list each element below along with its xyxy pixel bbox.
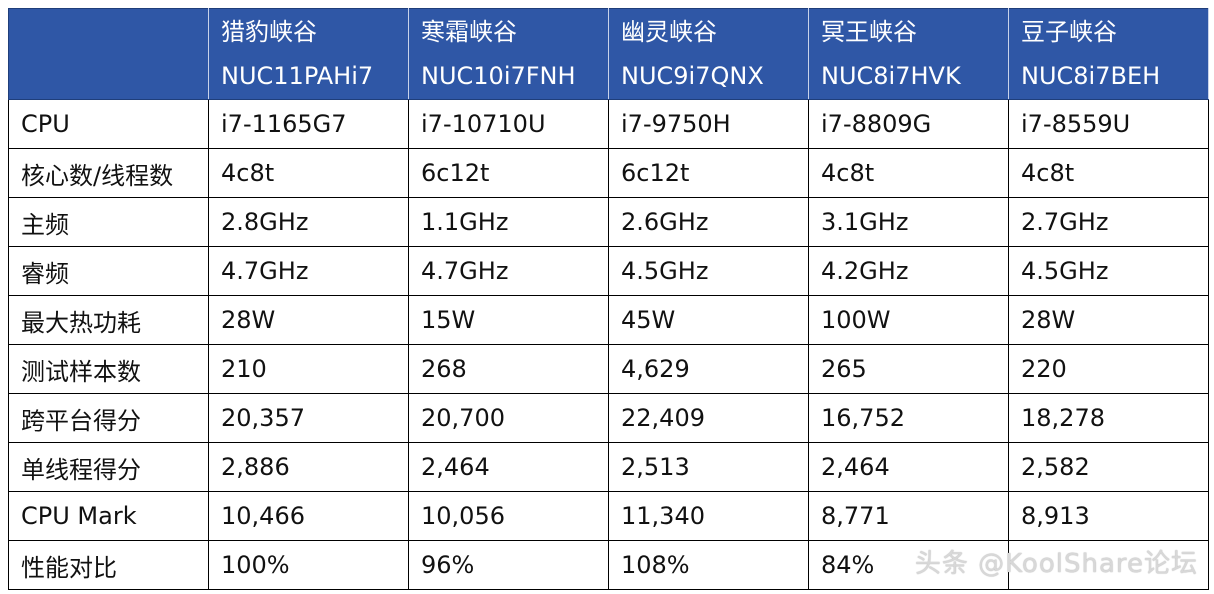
table-row: CPU i7-1165G7 i7-10710U i7-9750H i7-8809… <box>8 99 1209 149</box>
table-cell: 220 <box>1008 344 1209 394</box>
header-corner-cell <box>8 8 209 100</box>
table-cell: 1.1GHz <box>408 197 609 247</box>
column-header: 幽灵峡谷 NUC9i7QNX <box>608 8 809 100</box>
table-cell: 3.1GHz <box>808 197 1009 247</box>
table-cell: 8,771 <box>808 491 1009 541</box>
table-cell: 2,886 <box>208 442 409 492</box>
table-cell: 4.2GHz <box>808 246 1009 296</box>
row-label: 主频 <box>8 197 209 247</box>
table-row: 主频 2.8GHz 1.1GHz 2.6GHz 3.1GHz 2.7GHz <box>8 197 1209 247</box>
table-row: 睿频 4.7GHz 4.7GHz 4.5GHz 4.2GHz 4.5GHz <box>8 246 1209 296</box>
table-cell: 20,700 <box>408 393 609 443</box>
table-cell: 18,278 <box>1008 393 1209 443</box>
table-cell: 268 <box>408 344 609 394</box>
table-cell: i7-9750H <box>608 99 809 149</box>
table-body: CPU i7-1165G7 i7-10710U i7-9750H i7-8809… <box>8 99 1209 590</box>
table-cell: 2,513 <box>608 442 809 492</box>
table-cell: 4.5GHz <box>1008 246 1209 296</box>
table-row: 单线程得分 2,886 2,464 2,513 2,464 2,582 <box>8 442 1209 492</box>
table-cell: 6c12t <box>408 148 609 198</box>
table-row: 性能对比 100% 96% 108% 84% <box>8 540 1209 590</box>
table-cell: 10,056 <box>408 491 609 541</box>
column-model: NUC8i7HVK <box>821 62 961 90</box>
table-cell: 4.7GHz <box>408 246 609 296</box>
table-cell: 10,466 <box>208 491 409 541</box>
table-cell: 15W <box>408 295 609 345</box>
table-row: 核心数/线程数 4c8t 6c12t 6c12t 4c8t 4c8t <box>8 148 1209 198</box>
table-cell: i7-10710U <box>408 99 609 149</box>
table-row: CPU Mark 10,466 10,056 11,340 8,771 8,91… <box>8 491 1209 541</box>
column-header: 猎豹峡谷 NUC11PAHi7 <box>208 8 409 100</box>
column-model: NUC8i7BEH <box>1021 62 1161 90</box>
table-cell: 108% <box>608 540 809 590</box>
row-label: 核心数/线程数 <box>8 148 209 198</box>
row-label: 测试样本数 <box>8 344 209 394</box>
column-model: NUC10i7FNH <box>421 62 576 90</box>
row-label: 单线程得分 <box>8 442 209 492</box>
table-cell: 28W <box>208 295 409 345</box>
column-header: 豆子峡谷 NUC8i7BEH <box>1008 8 1209 100</box>
table-cell: 2,464 <box>408 442 609 492</box>
table-cell: 84% <box>808 540 1009 590</box>
row-label: 睿频 <box>8 246 209 296</box>
table-cell: 11,340 <box>608 491 809 541</box>
table-cell: 8,913 <box>1008 491 1209 541</box>
header-row: 猎豹峡谷 NUC11PAHi7 寒霜峡谷 NUC10i7FNH 幽灵峡谷 NUC… <box>8 8 1209 100</box>
column-header: 寒霜峡谷 NUC10i7FNH <box>408 8 609 100</box>
table-cell: 265 <box>808 344 1009 394</box>
table-cell: 4,629 <box>608 344 809 394</box>
row-label: 性能对比 <box>8 540 209 590</box>
column-name: 寒霜峡谷 <box>421 18 517 46</box>
table-cell: i7-8559U <box>1008 99 1209 149</box>
table-cell: 45W <box>608 295 809 345</box>
column-name: 幽灵峡谷 <box>621 18 717 46</box>
table-row: 跨平台得分 20,357 20,700 22,409 16,752 18,278 <box>8 393 1209 443</box>
table-cell: 2,582 <box>1008 442 1209 492</box>
table-row: 测试样本数 210 268 4,629 265 220 <box>8 344 1209 394</box>
table-header: 猎豹峡谷 NUC11PAHi7 寒霜峡谷 NUC10i7FNH 幽灵峡谷 NUC… <box>8 8 1209 100</box>
table-cell: 4.7GHz <box>208 246 409 296</box>
table-cell <box>1008 540 1209 590</box>
table-cell: 100% <box>208 540 409 590</box>
nuc-comparison-table: 猎豹峡谷 NUC11PAHi7 寒霜峡谷 NUC10i7FNH 幽灵峡谷 NUC… <box>8 8 1209 590</box>
row-label: 最大热功耗 <box>8 295 209 345</box>
table-cell: 4c8t <box>808 148 1009 198</box>
table-cell: 210 <box>208 344 409 394</box>
table-row: 最大热功耗 28W 15W 45W 100W 28W <box>8 295 1209 345</box>
table-cell: 28W <box>1008 295 1209 345</box>
row-label: 跨平台得分 <box>8 393 209 443</box>
table-cell: 100W <box>808 295 1009 345</box>
table-cell: 20,357 <box>208 393 409 443</box>
column-model: NUC11PAHi7 <box>221 62 374 90</box>
table-cell: 6c12t <box>608 148 809 198</box>
row-label: CPU Mark <box>8 491 209 541</box>
column-header: 冥王峡谷 NUC8i7HVK <box>808 8 1009 100</box>
column-name: 冥王峡谷 <box>821 18 917 46</box>
column-name: 豆子峡谷 <box>1021 18 1117 46</box>
table-cell: 2.6GHz <box>608 197 809 247</box>
table-cell: i7-1165G7 <box>208 99 409 149</box>
column-model: NUC9i7QNX <box>621 62 764 90</box>
table-cell: 2.7GHz <box>1008 197 1209 247</box>
table-cell: 4.5GHz <box>608 246 809 296</box>
table-cell: 4c8t <box>208 148 409 198</box>
table-cell: 2,464 <box>808 442 1009 492</box>
table-cell: 4c8t <box>1008 148 1209 198</box>
table-cell: 22,409 <box>608 393 809 443</box>
table-cell: i7-8809G <box>808 99 1009 149</box>
table-cell: 2.8GHz <box>208 197 409 247</box>
table-cell: 96% <box>408 540 609 590</box>
column-name: 猎豹峡谷 <box>221 18 317 46</box>
table-cell: 16,752 <box>808 393 1009 443</box>
row-label: CPU <box>8 99 209 149</box>
